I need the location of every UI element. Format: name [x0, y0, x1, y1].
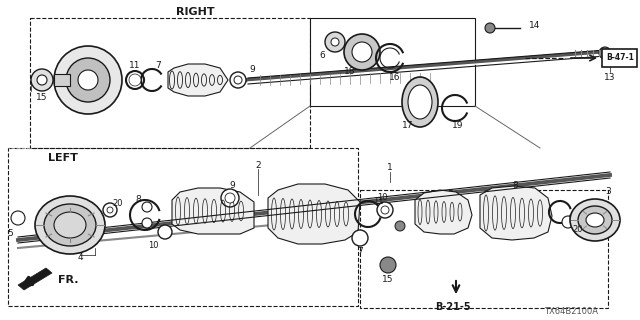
Text: 14: 14 [529, 20, 541, 29]
Circle shape [325, 32, 345, 52]
Circle shape [230, 72, 246, 88]
Ellipse shape [54, 212, 86, 238]
Text: 1: 1 [387, 164, 393, 172]
Circle shape [352, 42, 372, 62]
Bar [360, 190, 608, 308]
Circle shape [142, 202, 152, 212]
Text: B-21-5: B-21-5 [435, 302, 471, 312]
Text: 15: 15 [382, 276, 394, 284]
Circle shape [31, 69, 53, 91]
Circle shape [562, 216, 574, 228]
Circle shape [158, 225, 172, 239]
Bar [310, 18, 475, 106]
Circle shape [142, 218, 152, 228]
Circle shape [129, 74, 141, 86]
Text: 9: 9 [229, 180, 235, 189]
Circle shape [78, 70, 98, 90]
Circle shape [66, 58, 110, 102]
Ellipse shape [402, 77, 438, 127]
Ellipse shape [586, 213, 604, 227]
Text: 15: 15 [36, 92, 48, 101]
Circle shape [344, 34, 380, 70]
Polygon shape [480, 186, 552, 240]
Bar [30, 18, 310, 148]
Text: 8: 8 [512, 180, 518, 189]
Bar [8, 148, 358, 306]
Circle shape [381, 206, 389, 214]
Polygon shape [415, 190, 472, 234]
Text: 16: 16 [389, 74, 401, 83]
Text: 8: 8 [135, 196, 141, 204]
Text: LEFT: LEFT [48, 153, 78, 163]
Text: 7: 7 [155, 60, 161, 69]
Text: 18: 18 [344, 68, 356, 76]
Text: 19: 19 [452, 121, 464, 130]
Polygon shape [172, 188, 254, 234]
Text: 11: 11 [372, 197, 383, 206]
Ellipse shape [44, 204, 96, 246]
Polygon shape [268, 184, 360, 244]
Text: 10: 10 [377, 193, 387, 202]
Text: 6: 6 [319, 51, 325, 60]
Circle shape [11, 211, 25, 225]
Circle shape [380, 257, 396, 273]
Polygon shape [54, 74, 70, 86]
Text: 5: 5 [7, 228, 13, 237]
Circle shape [395, 221, 405, 231]
Text: TX64B2100A: TX64B2100A [544, 308, 598, 316]
Ellipse shape [35, 196, 105, 254]
Text: RIGHT: RIGHT [176, 7, 214, 17]
Text: 7: 7 [357, 247, 363, 257]
Ellipse shape [408, 85, 432, 119]
Text: 9: 9 [249, 66, 255, 75]
Circle shape [599, 47, 611, 59]
Circle shape [225, 193, 235, 203]
Text: FR.: FR. [58, 275, 79, 285]
Text: 3: 3 [605, 188, 611, 196]
Circle shape [331, 38, 339, 46]
Polygon shape [168, 64, 228, 96]
FancyBboxPatch shape [602, 49, 637, 67]
Polygon shape [18, 268, 52, 290]
Text: 2: 2 [255, 161, 261, 170]
Circle shape [37, 75, 47, 85]
Ellipse shape [578, 206, 612, 234]
Circle shape [485, 23, 495, 33]
Circle shape [221, 189, 239, 207]
Text: B-47-1: B-47-1 [606, 53, 634, 62]
Ellipse shape [570, 199, 620, 241]
Text: 4: 4 [77, 253, 83, 262]
Text: 20: 20 [573, 226, 583, 235]
Circle shape [234, 76, 242, 84]
Circle shape [377, 202, 393, 218]
Circle shape [54, 46, 122, 114]
Circle shape [352, 230, 368, 246]
Circle shape [103, 203, 117, 217]
Text: 11: 11 [129, 60, 141, 69]
Text: 13: 13 [604, 74, 616, 83]
Circle shape [107, 207, 113, 213]
Text: 20: 20 [113, 198, 124, 207]
Text: 17: 17 [403, 121, 413, 130]
Text: 10: 10 [148, 241, 158, 250]
